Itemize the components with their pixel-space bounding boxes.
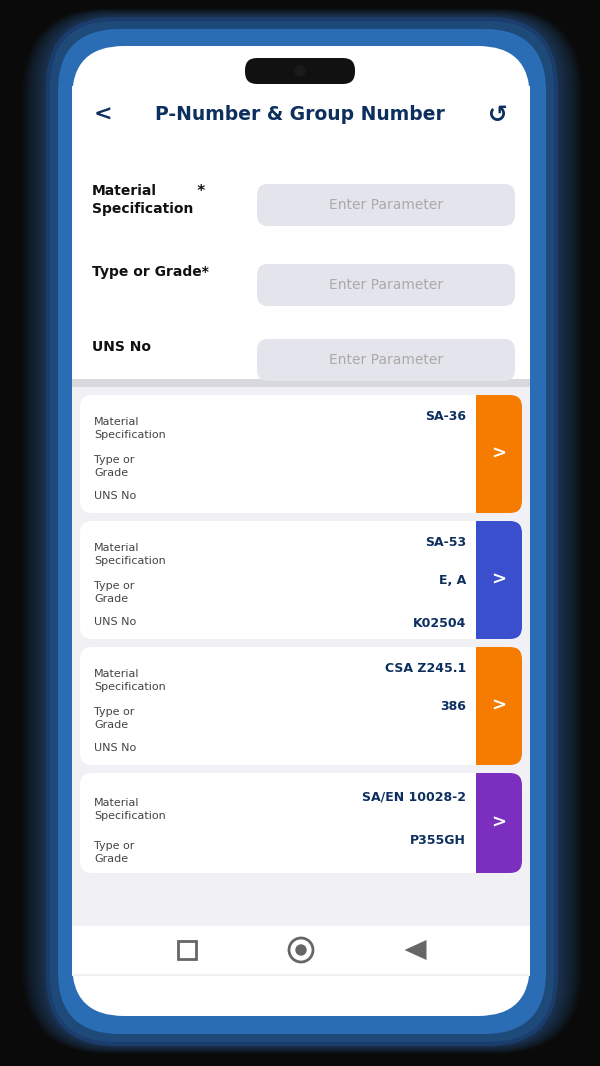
Text: Enter Parameter: Enter Parameter <box>329 353 443 367</box>
Text: Material: Material <box>92 184 157 198</box>
Polygon shape <box>404 940 427 960</box>
Text: P355GH: P355GH <box>410 834 466 847</box>
Text: SA-36: SA-36 <box>425 410 466 423</box>
FancyBboxPatch shape <box>476 521 499 639</box>
Text: Material
Specification: Material Specification <box>94 798 166 821</box>
Text: Type or
Grade: Type or Grade <box>94 841 134 863</box>
FancyBboxPatch shape <box>476 521 522 639</box>
FancyBboxPatch shape <box>72 86 530 144</box>
Text: K02504: K02504 <box>413 617 466 630</box>
Text: >: > <box>491 445 506 463</box>
FancyBboxPatch shape <box>80 647 522 765</box>
Text: Type or
Grade: Type or Grade <box>94 707 134 730</box>
Text: Type or
Grade: Type or Grade <box>94 455 134 478</box>
Text: Material
Specification: Material Specification <box>94 417 166 440</box>
FancyBboxPatch shape <box>80 395 522 513</box>
FancyBboxPatch shape <box>257 339 515 381</box>
FancyBboxPatch shape <box>476 647 522 765</box>
Text: UNS No: UNS No <box>92 340 151 354</box>
FancyBboxPatch shape <box>476 773 499 873</box>
Text: <: < <box>94 104 113 125</box>
FancyBboxPatch shape <box>48 19 556 1044</box>
Text: Specification: Specification <box>92 201 193 216</box>
Text: Enter Parameter: Enter Parameter <box>329 278 443 292</box>
FancyBboxPatch shape <box>72 144 530 379</box>
FancyBboxPatch shape <box>58 29 546 1034</box>
Text: >: > <box>491 571 506 589</box>
Text: P-Number & Group Number: P-Number & Group Number <box>155 106 445 125</box>
Text: Material
Specification: Material Specification <box>94 669 166 692</box>
Circle shape <box>295 66 305 76</box>
Circle shape <box>296 944 306 955</box>
FancyBboxPatch shape <box>72 46 530 1016</box>
Text: 386: 386 <box>440 700 466 713</box>
Text: UNS No: UNS No <box>94 617 136 627</box>
Text: UNS No: UNS No <box>94 743 136 753</box>
FancyBboxPatch shape <box>245 58 355 84</box>
FancyBboxPatch shape <box>257 184 515 226</box>
FancyBboxPatch shape <box>476 647 499 765</box>
Text: Type or Grade*: Type or Grade* <box>92 265 209 279</box>
FancyBboxPatch shape <box>476 395 522 513</box>
Text: UNS No: UNS No <box>94 491 136 501</box>
FancyBboxPatch shape <box>72 926 530 974</box>
FancyBboxPatch shape <box>80 773 522 873</box>
Text: >: > <box>491 814 506 831</box>
Text: CSA Z245.1: CSA Z245.1 <box>385 662 466 675</box>
Text: ↺: ↺ <box>488 103 508 127</box>
FancyBboxPatch shape <box>72 86 530 976</box>
Text: Material
Specification: Material Specification <box>94 543 166 566</box>
Text: SA/EN 10028-2: SA/EN 10028-2 <box>362 791 466 804</box>
Text: SA-53: SA-53 <box>425 536 466 549</box>
FancyBboxPatch shape <box>80 521 522 639</box>
FancyBboxPatch shape <box>257 264 515 306</box>
Text: Enter Parameter: Enter Parameter <box>329 198 443 212</box>
Text: Type or
Grade: Type or Grade <box>94 581 134 603</box>
FancyBboxPatch shape <box>476 395 499 513</box>
FancyBboxPatch shape <box>72 379 530 387</box>
Text: *: * <box>192 184 205 199</box>
FancyBboxPatch shape <box>476 773 522 873</box>
Text: >: > <box>491 697 506 715</box>
Text: E, A: E, A <box>439 574 466 587</box>
